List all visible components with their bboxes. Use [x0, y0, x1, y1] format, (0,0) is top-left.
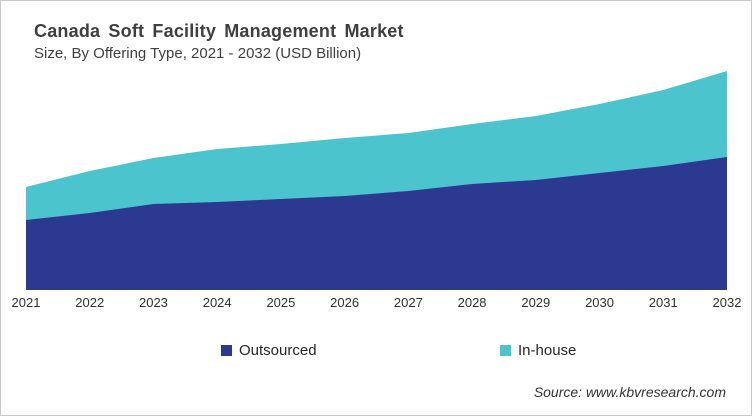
- inhouse-swatch-icon: [500, 345, 511, 356]
- legend-label-outsourced: Outsourced: [239, 342, 317, 359]
- outsourced-area: [26, 157, 727, 290]
- source-credit: Source: www.kbvresearch.com: [533, 384, 726, 400]
- legend-item-outsourced: Outsourced: [221, 342, 317, 359]
- x-axis-label: 2021: [11, 295, 41, 310]
- x-axis-label: 2026: [330, 295, 360, 310]
- x-axis-label: 2025: [266, 295, 296, 310]
- legend-label-inhouse: In-house: [518, 342, 577, 359]
- x-axis-label: 2022: [75, 295, 105, 310]
- x-axis-label: 2031: [648, 295, 678, 310]
- x-axis-label: 2024: [202, 295, 232, 310]
- x-axis-label: 2023: [138, 295, 168, 310]
- x-axis-label: 2027: [393, 295, 423, 310]
- x-axis-label: 2032: [712, 295, 742, 310]
- x-axis-label: 2029: [521, 295, 551, 310]
- chart-subtitle: Size, By Offering Type, 2021 - 2032 (USD…: [34, 45, 362, 62]
- x-axis-label: 2028: [457, 295, 487, 310]
- x-axis-label: 2030: [585, 295, 614, 310]
- x-axis: 2021 2022 2023 2024 2025 2026 2027 2028 2029 2030…: [1, 295, 751, 311]
- chart-title: Canada Soft Facility Management Market: [34, 21, 404, 41]
- legend-item-inhouse: In-house: [500, 342, 576, 359]
- legend: Outsourced In-house: [1, 342, 751, 362]
- outsourced-swatch-icon: [221, 345, 232, 356]
